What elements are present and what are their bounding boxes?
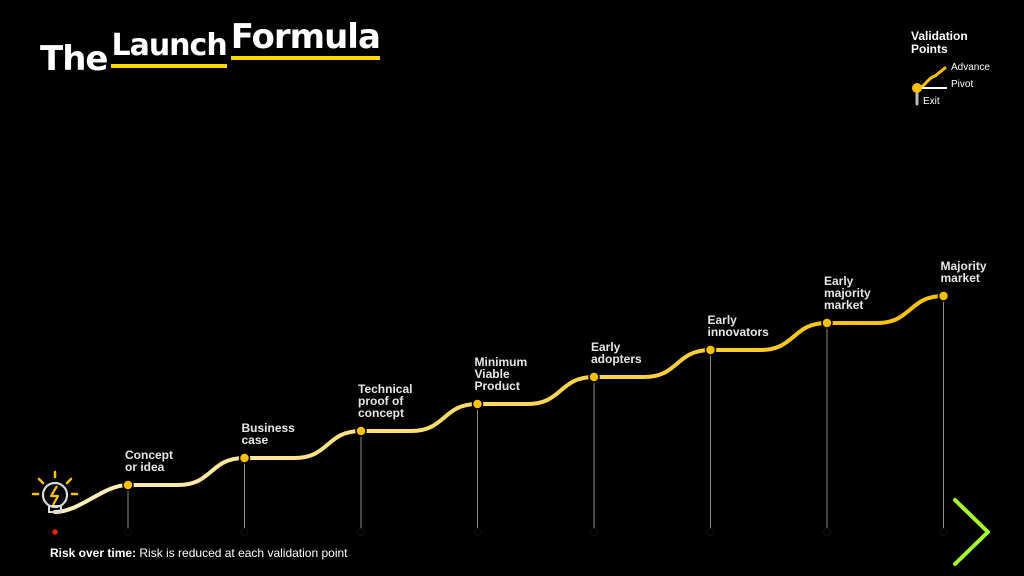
legend: Validation Points Advance Pivot Exit: [911, 29, 1021, 108]
lightbulb-icon: [31, 470, 79, 513]
validation-point: [355, 425, 367, 437]
legend-branch-icon: [912, 66, 947, 106]
risk-point: [50, 527, 60, 537]
stage-label: Business case: [241, 421, 295, 447]
risk-caption: Risk over time: Risk is reduced at each …: [50, 546, 348, 560]
legend-pivot: Pivot: [951, 79, 974, 90]
validation-point: [238, 452, 251, 464]
validation-point: [821, 317, 833, 329]
page-title: The Launch Formula: [40, 20, 381, 76]
risk-point: [357, 528, 365, 536]
risk-point: [823, 528, 831, 536]
title-word-launch: Launch: [111, 31, 228, 68]
risk-point: [473, 528, 482, 536]
risk-point: [240, 528, 249, 536]
stage-label: Technical proof of concept: [358, 382, 413, 420]
legend-title: Validation Points: [911, 29, 968, 56]
stage-label: Minimum Viable Product: [474, 355, 528, 393]
validation-point: [588, 371, 600, 383]
title-word-formula: Formula: [230, 20, 381, 60]
stage-label: Early majority market: [824, 274, 871, 312]
risk-point: [124, 528, 132, 536]
validation-point: [704, 344, 717, 356]
stage-label: Concept or idea: [125, 448, 173, 474]
title-word-the: The: [40, 39, 108, 79]
stage-label: Majority market: [940, 259, 987, 285]
arrow-right-icon: [953, 498, 990, 566]
growth-curve: [53, 294, 946, 514]
stage-label: Early adopters: [591, 340, 642, 366]
risk-caption-bold: Risk over time:: [50, 546, 137, 560]
legend-advance: Advance: [951, 62, 990, 73]
risk-caption-text: Risk is reduced at each validation point: [136, 546, 348, 560]
risk-point: [590, 528, 598, 536]
stage-label: Early innovators: [707, 313, 769, 339]
risk-point: [939, 528, 948, 536]
validation-point: [471, 398, 484, 410]
validation-point: [937, 290, 950, 302]
risk-point: [706, 528, 715, 536]
legend-exit: Exit: [923, 96, 940, 107]
validation-point: [122, 479, 134, 491]
